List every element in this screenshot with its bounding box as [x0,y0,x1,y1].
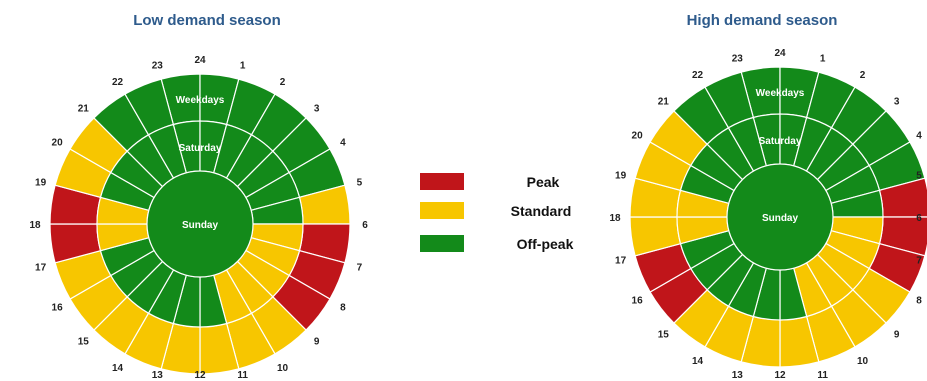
high-hour-label-8: 8 [916,296,922,307]
low-hour-label-5: 5 [357,177,363,188]
low-hour-label-21: 21 [78,103,90,114]
high-hour-label-23: 23 [732,54,744,65]
low-hour-label-12: 12 [194,370,206,381]
low-sunday-center [146,170,254,278]
legend-label-offpeak: Off-peak [517,236,574,252]
high-hour-label-6: 6 [916,213,922,224]
high-hour-label-21: 21 [658,96,670,107]
legend-swatch-standard [420,202,464,219]
low-hour-label-15: 15 [78,337,90,348]
high-hour-label-17: 17 [615,256,627,267]
low-hour-label-4: 4 [340,138,346,149]
low-hour-label-13: 13 [152,370,164,381]
high-hour-label-20: 20 [632,131,644,142]
low-hour-label-14: 14 [112,363,124,374]
low-hour-label-11: 11 [237,370,248,381]
low-sunday-label: Sunday [182,220,219,231]
high-hour-label-7: 7 [916,256,922,267]
high-hour-label-9: 9 [894,330,900,341]
low-hour-label-17: 17 [35,263,47,274]
low-season-title: Low demand season [133,12,281,29]
low-hour-label-9: 9 [314,337,320,348]
low-saturday-label: Saturday [179,143,222,154]
high-hour-label-2: 2 [860,70,866,81]
high-sunday-label: Sunday [762,213,799,224]
high-hour-label-12: 12 [774,370,786,381]
high-season-title: High demand season [687,12,838,29]
low-weekdays-label: Weekdays [176,95,225,106]
low-hour-label-1: 1 [240,61,246,72]
low-hour-label-23: 23 [152,61,164,72]
low-hour-label-24: 24 [194,55,206,66]
high-hour-label-22: 22 [692,70,704,81]
high-hour-label-19: 19 [615,170,627,181]
high-hour-label-1: 1 [820,54,826,65]
high-weekdays-label: Weekdays [756,88,805,99]
high-hour-label-16: 16 [632,296,644,307]
high-season-clock: High demand season Weekdays Saturday Sunda… [609,12,927,381]
low-hour-label-6: 6 [362,220,368,231]
legend-swatch-offpeak [420,235,464,252]
low-hour-label-7: 7 [357,263,363,274]
high-saturday-label: Saturday [759,136,802,147]
legend-label-standard: Standard [511,203,572,219]
high-hour-label-14: 14 [692,356,704,367]
low-hour-label-19: 19 [35,177,47,188]
high-hour-label-13: 13 [732,370,744,381]
legend-label-peak: Peak [527,174,560,190]
low-hour-label-16: 16 [52,303,64,314]
low-hour-label-10: 10 [277,363,289,374]
low-hour-label-2: 2 [280,77,286,88]
high-hour-label-11: 11 [817,370,828,381]
low-hour-label-20: 20 [52,138,64,149]
high-hour-label-15: 15 [658,330,670,341]
legend-swatch-peak [420,173,464,190]
high-hour-label-18: 18 [609,213,621,224]
legend: Peak Standard Off-peak [420,173,574,252]
high-hour-label-4: 4 [916,131,922,142]
low-hour-label-3: 3 [314,103,320,114]
high-hour-label-24: 24 [774,48,786,59]
high-sunday-center [726,163,834,271]
low-hour-label-22: 22 [112,77,124,88]
high-hour-label-10: 10 [857,356,869,367]
low-hour-label-8: 8 [340,303,346,314]
high-hour-label-3: 3 [894,96,900,107]
low-hour-label-18: 18 [29,220,41,231]
high-hour-label-5: 5 [916,170,922,181]
low-season-clock: Low demand season Weekdays Saturday Sunday… [29,12,368,381]
